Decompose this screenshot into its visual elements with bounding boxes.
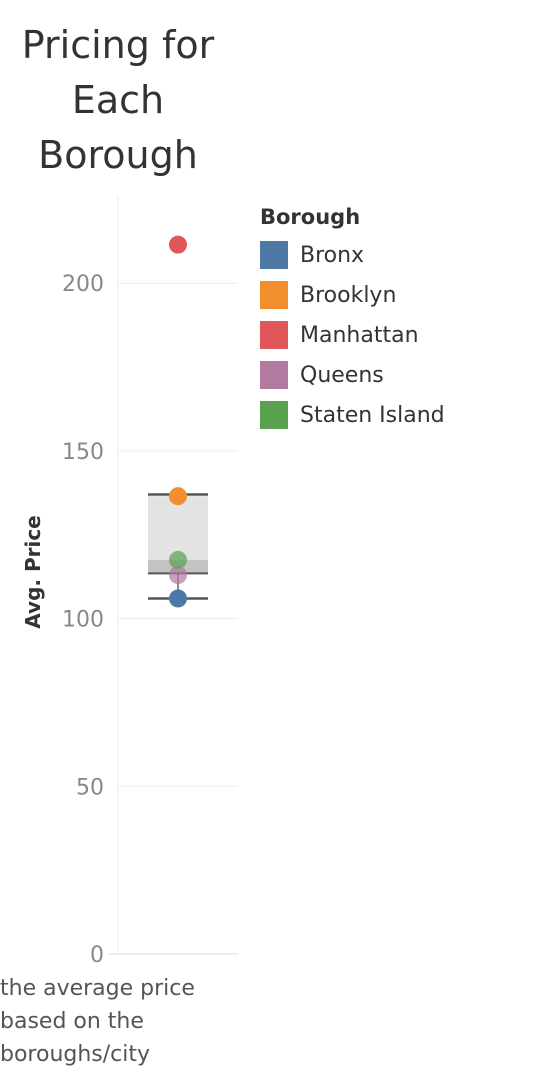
boxplot [148,493,208,600]
y-ticks: 0 50 100 150 200 [62,272,104,965]
legend-item-brooklyn[interactable]: Brooklyn [260,275,445,315]
box-upper [148,496,208,560]
legend-label: Staten Island [300,402,445,428]
data-points [169,235,187,608]
point-manhattan[interactable] [169,235,187,254]
legend-item-queens[interactable]: Queens [260,355,445,395]
legend-swatch [260,361,288,389]
point-queens[interactable] [169,565,187,584]
legend-item-manhattan[interactable]: Manhattan [260,315,445,355]
legend-title: Borough [260,205,361,229]
y-tick-label: 50 [76,775,104,800]
point-brooklyn[interactable] [169,487,187,506]
legend: Borough Bronx Brooklyn Manhattan Queens Stat… [260,205,445,435]
chart-title: Pricing for Each Borough [21,23,215,177]
y-tick-label: 150 [62,440,104,465]
legend-swatch [260,321,288,349]
chart-plot: 0 50 100 150 200 Avg. Price [21,195,238,965]
y-tick-label: 100 [62,608,104,633]
legend-label: Queens [300,362,384,388]
y-tick-label: 200 [62,272,104,297]
gridlines [108,282,238,955]
point-staten-island[interactable] [169,550,187,569]
point-bronx[interactable] [169,589,187,608]
legend-swatch [260,281,288,309]
legend-item-bronx[interactable]: Bronx [260,235,445,275]
chart-caption: the average price based on the boroughs/… [0,976,195,1067]
legend-label: Bronx [300,242,365,268]
legend-label: Brooklyn [300,282,397,308]
legend-item-staten-island[interactable]: Staten Island [260,395,445,435]
legend-swatch [260,241,288,269]
legend-label: Manhattan [300,322,419,348]
y-axis-label: Avg. Price [21,515,45,628]
legend-swatch [260,401,288,429]
y-tick-label: 0 [90,943,104,965]
